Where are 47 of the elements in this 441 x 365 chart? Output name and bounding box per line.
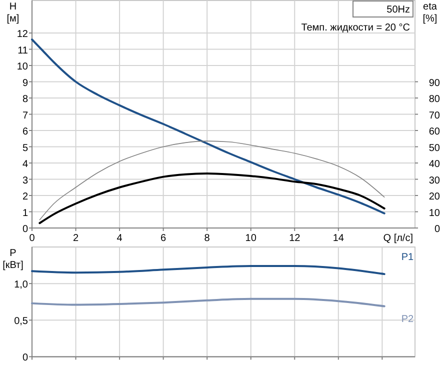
y2-tick-label: 0: [434, 224, 440, 235]
x-tick-label: 4: [116, 233, 123, 244]
y2-tick-label: 10: [428, 208, 440, 219]
x-tick-label: 0: [29, 233, 36, 244]
y2-tick-label: 30: [428, 175, 440, 186]
x-tick-label: 14: [332, 233, 344, 244]
y2-axis-title: eta [%]: [422, 2, 438, 24]
y2-tick-label: 50: [428, 142, 440, 154]
y-axis-title: P [кВт]: [2, 248, 24, 271]
y2-tick-label: 20: [428, 192, 440, 202]
line-series: [38, 172, 386, 224]
y-tick-label: 12: [16, 29, 28, 40]
y-tick-label: 8: [22, 94, 28, 105]
y-axis-title: H [м]: [6, 2, 20, 24]
text: P1: [401, 252, 414, 264]
y-tick-label: 10: [16, 62, 28, 72]
y2-tick-label: 70: [428, 110, 440, 122]
annotation: 50Hz: [386, 4, 410, 16]
y-tick-label: 11: [18, 45, 28, 56]
line-series: [31, 265, 386, 276]
line-series: [31, 38, 386, 214]
x-tick-label: 2: [72, 233, 79, 244]
y-tick-label: 6: [22, 126, 28, 138]
x-tick-label: 12: [289, 233, 301, 244]
x-tick-label: 8: [204, 233, 210, 244]
line-series: [39, 140, 385, 220]
y-tick-label: 1,0: [14, 280, 28, 291]
y-tick-label: 1: [22, 208, 28, 219]
line-series: [31, 298, 386, 308]
annotation: Темп. жидкости = 20 °C: [301, 22, 410, 34]
y-tick-label: 5: [22, 142, 28, 154]
y2-tick-label: 40: [428, 159, 440, 170]
y-tick-label: 9: [22, 78, 28, 89]
y-tick-label: 7: [22, 110, 28, 122]
y2-tick-label: 80: [428, 94, 440, 105]
x-tick-label: 10: [245, 233, 257, 244]
y-tick-label: 0,5: [14, 316, 28, 328]
y-tick-label: 0: [22, 352, 28, 364]
y-tick-label: 2: [22, 192, 28, 202]
y-tick-label: 0: [22, 224, 28, 235]
x-axis-title: Q [л/с]: [383, 233, 414, 244]
x-tick-label: 6: [160, 233, 167, 244]
y2-tick-label: 90: [428, 78, 440, 89]
y-tick-label: 4: [22, 159, 28, 170]
series-label: P2: [401, 314, 414, 326]
y-tick-label: 3: [22, 175, 28, 186]
y2-tick-label: 60: [428, 126, 440, 138]
